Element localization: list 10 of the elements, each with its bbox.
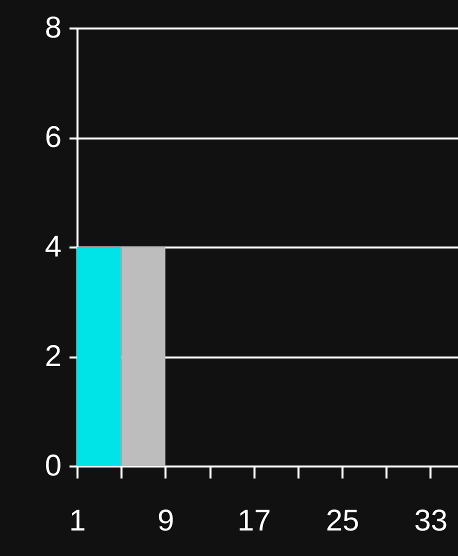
y-tick-label: 6: [44, 121, 62, 154]
y-tick-label: 8: [44, 12, 62, 44]
x-tick-label: 25: [326, 504, 360, 538]
x-tick-label: 17: [238, 504, 271, 538]
x-tick-label: 9: [158, 504, 174, 538]
x-tick-label: 33: [414, 504, 448, 538]
x-tick-label: 1: [69, 504, 86, 538]
y-tick-label: 0: [44, 450, 62, 482]
y-tick-label: 2: [44, 340, 62, 373]
y-tick-label: 4: [44, 230, 62, 264]
